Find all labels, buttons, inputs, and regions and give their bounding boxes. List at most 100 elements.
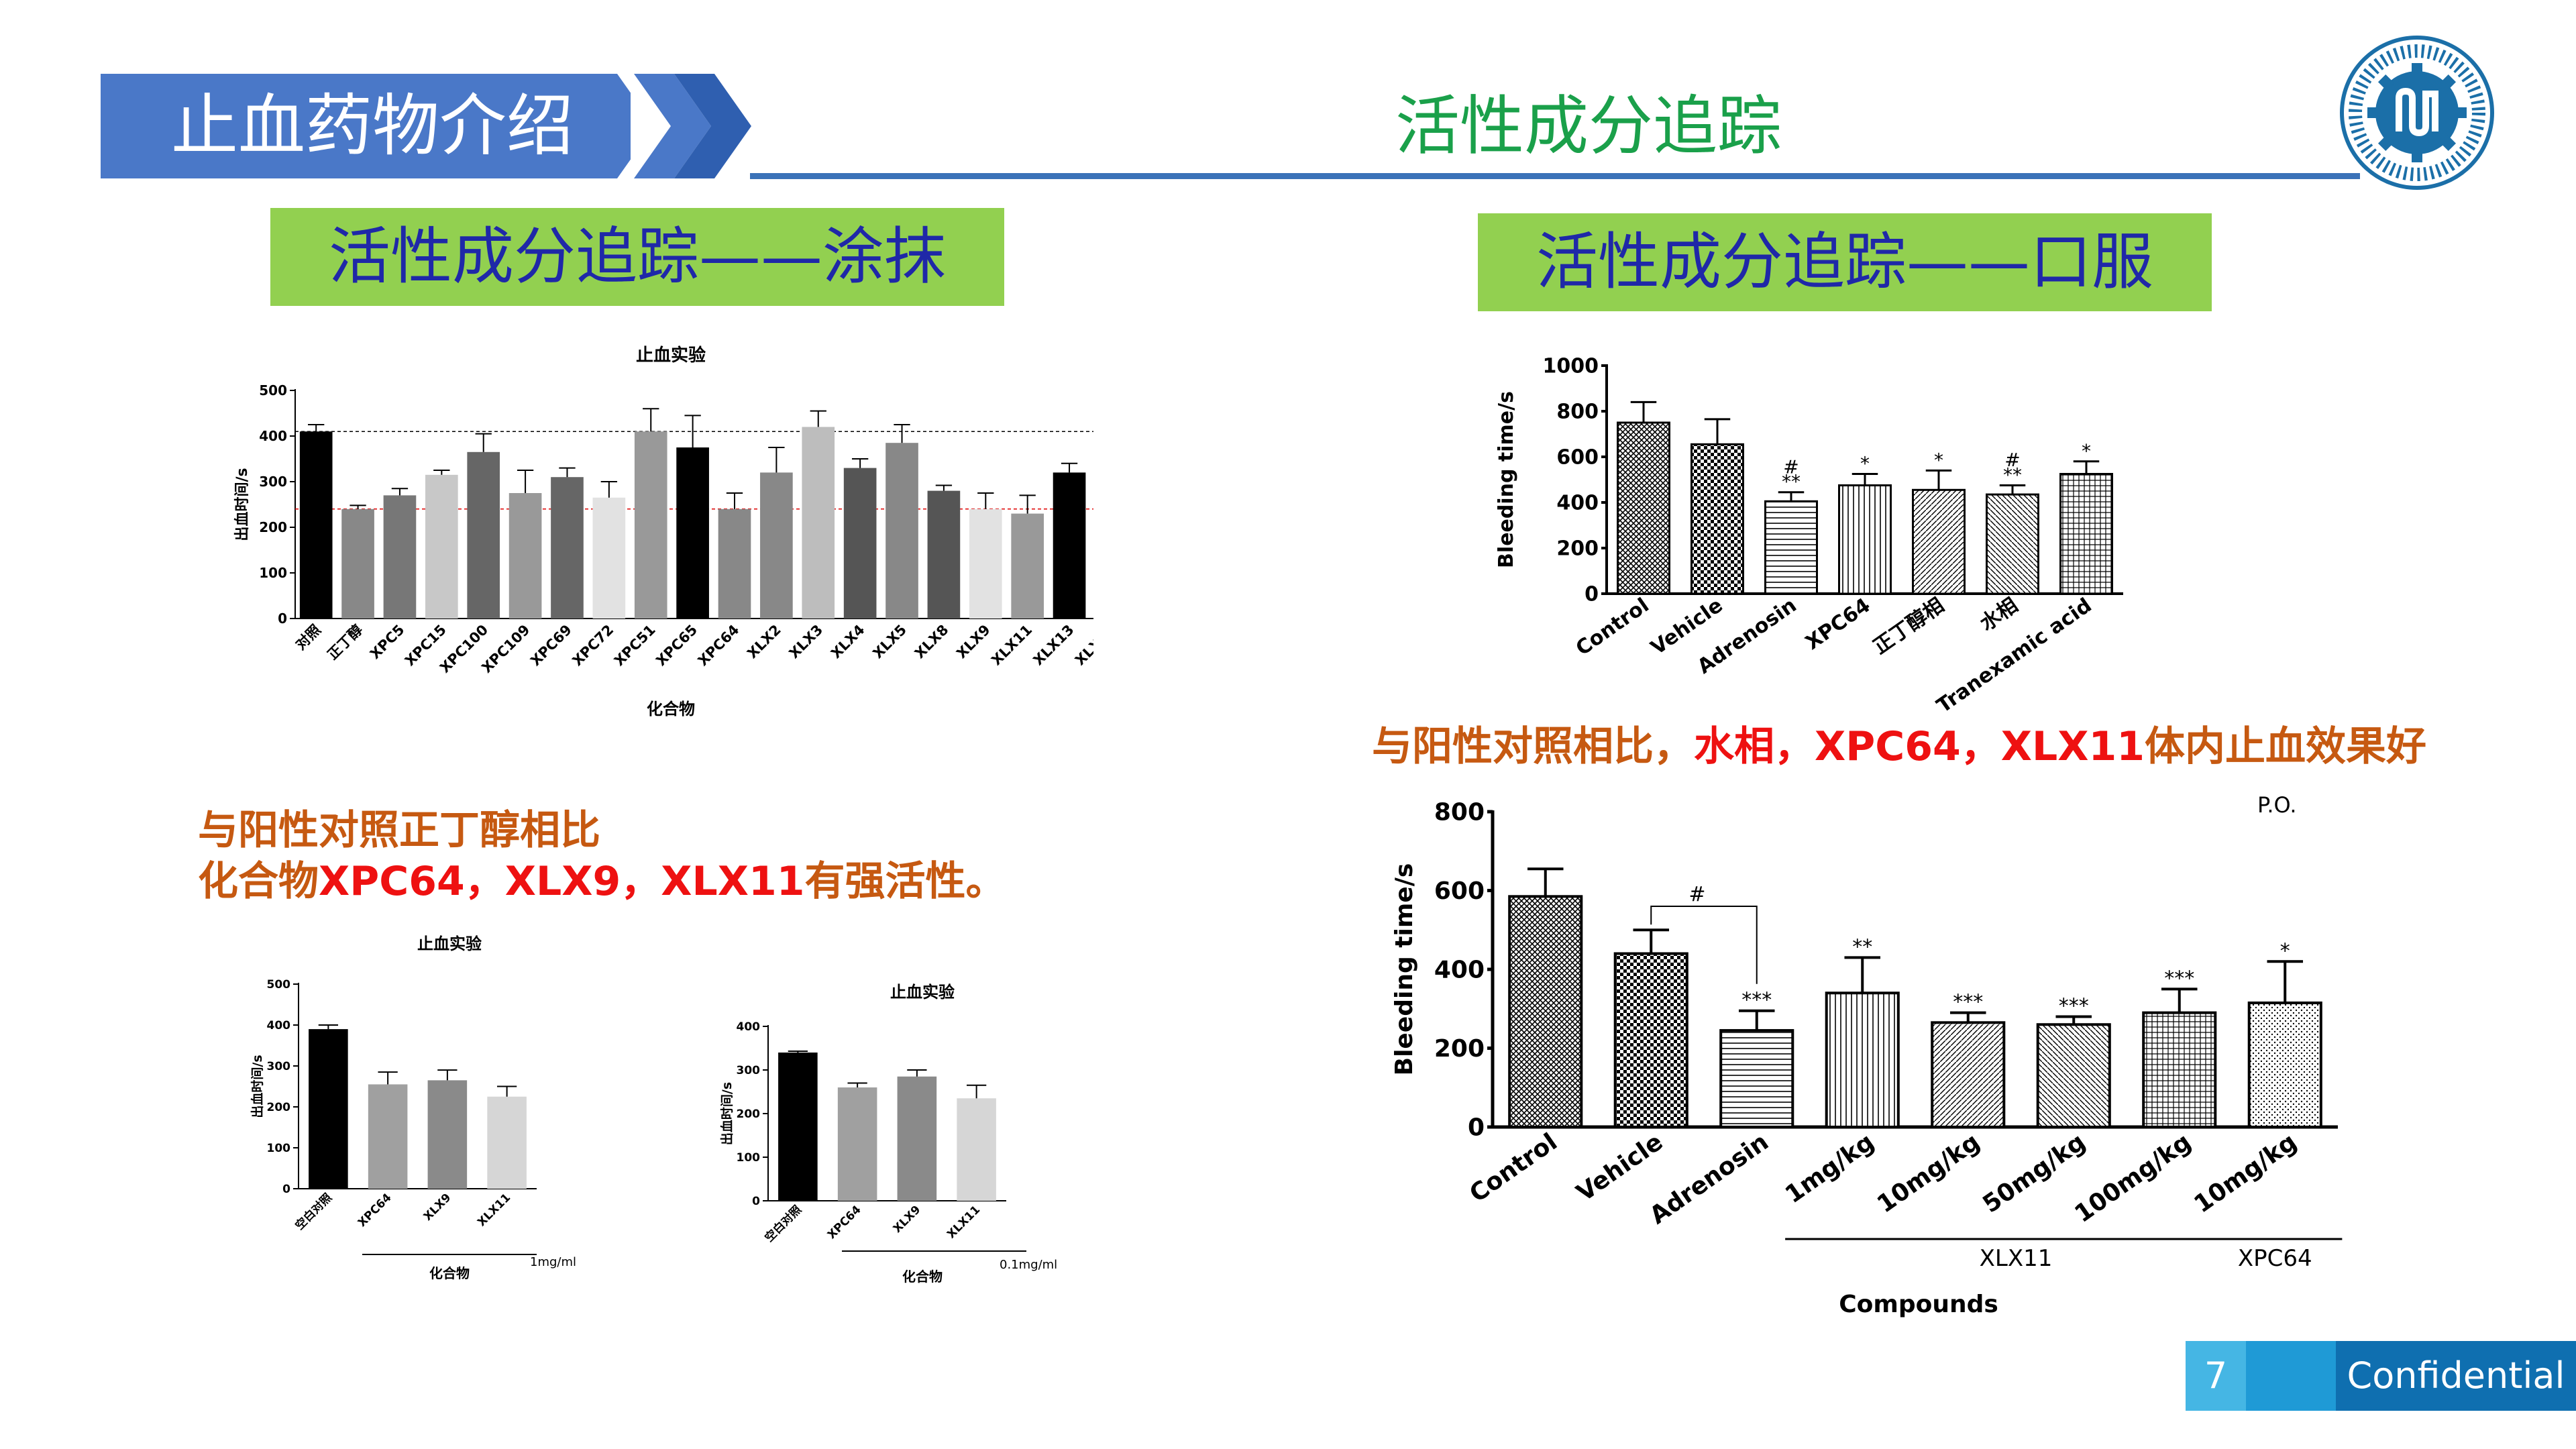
significance-label: *** — [2164, 967, 2194, 990]
category-label: XLX14 — [1072, 622, 1093, 669]
y-tick-label: 800 — [1556, 400, 1599, 424]
category-label: XLX4 — [828, 622, 868, 662]
y-tick-label: 100 — [259, 565, 287, 581]
y-tick-label: 300 — [737, 1064, 761, 1077]
oral-note-part-a: 与阳性对照相比， — [1372, 723, 1694, 770]
chart-topical-screen: 止血实验 0 100 200 300 400 500 对照 正丁醇 XPC5 XPC15 XPC100… — [221, 335, 1093, 738]
y-tick-label: 0 — [1585, 583, 1599, 606]
bar-xlx9 — [427, 1080, 468, 1189]
topical-note-line1: 与阳性对照正丁醇相比 — [198, 807, 600, 854]
category-label: XPC69 — [527, 622, 575, 669]
chart-title: 止血实验 — [417, 934, 482, 953]
bar-1mg/kg — [1825, 991, 1900, 1128]
category-label: 水相 — [1976, 594, 2022, 636]
category-label: XPC64 — [825, 1203, 864, 1242]
bar-100mg/kg — [2142, 1011, 2217, 1128]
category-label: XPC64 — [1801, 594, 1874, 655]
y-tick-label: 600 — [1556, 446, 1599, 470]
banner-arrow-icon — [101, 74, 637, 178]
category-label: XLX5 — [869, 622, 910, 662]
chart-topical-1mg: 止血实验 0 100 200 300 400 500 空白对照 XPC64 XLX9 XLX11 出血… — [241, 929, 617, 1298]
topical-note-part-a: 化合物 — [198, 858, 319, 905]
bracket-label: # — [1688, 883, 1705, 906]
y-tick-label: 1000 — [1543, 355, 1599, 378]
category-label: 10mg/kg — [1872, 1128, 1985, 1219]
category-label: 对照 — [292, 622, 324, 653]
category-label: 正丁醇 — [325, 622, 366, 663]
category-label: Vehicle — [1572, 1128, 1668, 1208]
y-tick-label: 0 — [1468, 1114, 1485, 1142]
bar-adrenosin — [1764, 500, 1818, 595]
bar-50mg/kg — [2036, 1023, 2111, 1128]
chart-topical-0-1mg: 止血实验 0 100 200 300 400 空白对照 XPC64 XLX9 XLX11 出血时间/… — [711, 976, 1087, 1298]
topical-note-part-c: 有强活性。 — [804, 858, 1006, 905]
y-tick-label: 200 — [737, 1108, 761, 1121]
section-title-banner: 止血药物介绍 — [101, 74, 637, 178]
chart-title: 止血实验 — [636, 345, 706, 366]
bar-xpc64 — [837, 1087, 877, 1201]
bar-tranexamic acid — [2059, 473, 2113, 595]
category-label: XLX9 — [953, 622, 994, 662]
bar-10mg/kg — [2247, 1001, 2322, 1128]
confidential-label: Confidential — [2336, 1341, 2576, 1411]
y-tick-label: 200 — [1434, 1035, 1485, 1063]
bar-xpc72 — [592, 497, 626, 619]
y-tick-label: 400 — [259, 428, 287, 444]
significance-label: # — [1783, 455, 1799, 478]
y-tick-label: 200 — [1556, 537, 1599, 561]
category-label: XLX11 — [945, 1203, 983, 1241]
bar-xlx8 — [927, 490, 961, 619]
bar-空白对照 — [778, 1053, 818, 1201]
y-tick-label: 100 — [737, 1151, 761, 1165]
bar-对照 — [299, 431, 333, 619]
significance-label: * — [1860, 453, 1870, 475]
significance-label: *** — [1741, 989, 1772, 1012]
bar-xpc64 — [718, 508, 751, 619]
topical-heading-box: 活性成分追踪——涂抹 — [270, 208, 1004, 306]
category-label: Adrenosin — [1645, 1128, 1774, 1230]
group-label: XLX11 — [1980, 1245, 2053, 1272]
significance-label: * — [1934, 449, 1943, 471]
category-label: XLX3 — [786, 622, 826, 662]
significance-label: ** — [1852, 935, 1872, 959]
chevron-right-icon — [634, 74, 751, 178]
topical-note-line2: 化合物XPC64，XLX9，XLX11有强活性。 — [198, 856, 1006, 907]
oral-heading-box: 活性成分追踪——口服 — [1478, 213, 2212, 311]
y-tick-label: 300 — [259, 474, 287, 490]
bar-adrenosin — [1719, 1029, 1794, 1128]
category-label: XPC72 — [570, 622, 617, 669]
y-tick-label: 400 — [1556, 492, 1599, 515]
y-axis-title: 出血时间/s — [233, 468, 251, 541]
bar-xpc5 — [383, 495, 417, 619]
header-divider — [750, 173, 2360, 179]
y-tick-label: 200 — [259, 519, 287, 535]
bar-xlx11 — [1011, 513, 1044, 619]
category-label: XPC64 — [356, 1191, 394, 1230]
category-label: XLX11 — [988, 622, 1035, 669]
page-number: 7 — [2186, 1341, 2246, 1411]
significance-label: *** — [2059, 995, 2089, 1018]
x-axis-title: Compounds — [1839, 1291, 1998, 1318]
bar-xlx3 — [802, 427, 835, 619]
oral-note: 与阳性对照相比，水相，XPC64，XLX11体内止血效果好 — [1372, 721, 2426, 772]
bar-xlx11 — [487, 1096, 527, 1189]
category-label: XLX8 — [912, 622, 952, 662]
y-tick-label: 800 — [1434, 799, 1485, 826]
bar-control — [1617, 421, 1670, 595]
category-label: XLX11 — [475, 1191, 513, 1229]
significance-bracket — [1650, 906, 1758, 984]
significance-label: * — [2082, 440, 2091, 462]
category-label: XLX13 — [1030, 622, 1077, 669]
category-label: XPC5 — [367, 622, 408, 663]
x-axis-title: 化合物 — [647, 700, 695, 718]
category-label: XPC64 — [695, 622, 743, 669]
category-label: XPC65 — [653, 622, 700, 669]
bar-control — [1508, 895, 1583, 1128]
y-tick-label: 300 — [267, 1060, 291, 1073]
y-tick-label: 400 — [737, 1020, 761, 1034]
y-tick-label: 600 — [1434, 877, 1485, 905]
bar-10mg/kg — [1931, 1021, 2006, 1128]
bar-xlx9 — [897, 1076, 937, 1201]
y-axis-title: 出血时间/s — [719, 1082, 735, 1145]
y-tick-label: 100 — [267, 1142, 291, 1155]
